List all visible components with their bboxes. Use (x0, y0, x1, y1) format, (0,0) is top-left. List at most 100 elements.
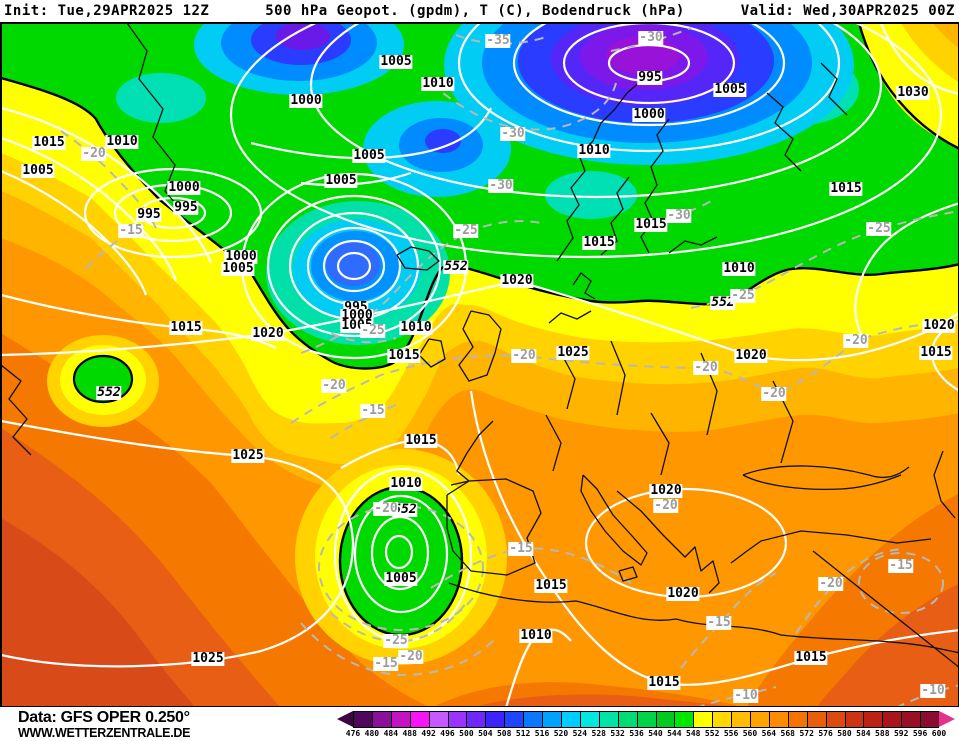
colorbar-tick-labels: 476 480 484 488 492 496 500 504 508 512 516 520 524 5… (337, 729, 955, 739)
temperature-label: -25 (360, 323, 386, 338)
pressure-label: 1015 (534, 578, 568, 593)
colorbar-tick: 492 (421, 729, 436, 738)
colorbar-tick: 596 (912, 729, 928, 738)
pressure-label: 1020 (251, 326, 285, 341)
colorbar-tick: 584 (856, 729, 871, 738)
colorbar-segment (655, 711, 675, 728)
temperature-label: -20 (693, 360, 719, 375)
pressure-label: 1005 (713, 82, 747, 97)
colorbar-tick: 568 (780, 729, 795, 738)
pressure-label: 1010 (577, 143, 611, 158)
pressure-label: 1000 (167, 180, 201, 195)
colorbar-segment (901, 711, 921, 728)
isobar-contours (1, 23, 958, 706)
colorbar-tick: 552 (704, 729, 720, 738)
temperature-label: -15 (888, 558, 914, 573)
colorbar-segment (428, 711, 448, 728)
pressure-label: 1000 (632, 107, 666, 122)
colorbar-segment (882, 711, 902, 728)
pressure-label: 1020 (500, 273, 534, 288)
temperature-label: -15 (373, 656, 399, 671)
pressure-label: 995 (136, 207, 162, 222)
colorbar-segment (674, 711, 694, 728)
colorbar-segment (390, 711, 410, 728)
colorbar-tick: 488 (402, 729, 417, 738)
temperature-label: -10 (733, 688, 759, 703)
pressure-label: 1005 (21, 163, 55, 178)
temperature-label: -20 (398, 649, 424, 664)
colorbar-tick: 580 (837, 729, 852, 738)
pressure-label: 1015 (647, 675, 681, 690)
temperature-label: -15 (508, 541, 534, 556)
website-label: WWW.WETTERZENTRALE.DE (18, 726, 191, 740)
pressure-label: 1010 (519, 628, 553, 643)
colorbar-segments (337, 711, 956, 728)
pressure-label: 995 (173, 200, 199, 215)
colorbar-segment (806, 711, 826, 728)
map-header: Init: Tue,29APR2025 12Z 500 hPa Geopot. … (0, 0, 959, 22)
pressure-label: 1015 (794, 650, 828, 665)
pressure-label: 1000 (289, 93, 323, 108)
pressure-label: 1010 (722, 261, 756, 276)
pressure-label: 1025 (231, 448, 265, 463)
temperature-label: -30 (488, 178, 514, 193)
pressure-label: 1020 (666, 586, 700, 601)
temperature-label: -35 (485, 33, 511, 48)
colorbar-segment (353, 711, 372, 728)
pressure-label: 1015 (919, 345, 953, 360)
pressure-label: 1005 (352, 148, 386, 163)
pressure-label: 1005 (221, 261, 255, 276)
temperature-label: -20 (843, 333, 869, 348)
colorbar-tick: 556 (723, 729, 739, 738)
colorbar-tick: 500 (459, 729, 474, 738)
pressure-label: 1025 (191, 651, 225, 666)
colorbar-tick: 592 (893, 729, 909, 738)
colorbar-tick: 508 (496, 729, 512, 738)
pressure-label: 1010 (389, 476, 423, 491)
pressure-label: 1010 (105, 134, 139, 149)
pressure-label: 1030 (896, 85, 930, 100)
colorbar-tick: 496 (440, 729, 455, 738)
colorbar-segment (863, 711, 883, 728)
temperature-label: -20 (373, 501, 399, 516)
colorbar-tick: 572 (799, 729, 814, 738)
temperature-label: -25 (383, 633, 409, 648)
pressure-label: 1015 (169, 320, 203, 335)
temperature-label: -20 (511, 348, 537, 363)
colorbar-segment (844, 711, 864, 728)
colorbar-tick: 532 (610, 729, 625, 738)
temperature-label: -30 (666, 208, 692, 223)
pressure-label: 1010 (399, 320, 433, 335)
pressure-label: 995 (637, 70, 663, 85)
colorbar-segment (825, 711, 845, 728)
colorbar-segment (712, 711, 732, 728)
init-time-label: Init: Tue,29APR2025 12Z (4, 3, 210, 19)
colorbar-segment (598, 711, 618, 728)
temperature-label: -20 (81, 146, 107, 161)
colorbar-tick: 520 (553, 729, 569, 738)
data-source-label: Data: GFS OPER 0.250° (18, 709, 190, 726)
pressure-label: 1020 (649, 483, 683, 498)
colorbar-tick: 476 (345, 729, 361, 738)
colorbar-tick: 528 (591, 729, 606, 738)
pressure-label: 1005 (379, 54, 413, 69)
colorbar-segment (750, 711, 769, 728)
colorbar-tick: 524 (572, 729, 588, 738)
temperature-label: -20 (321, 378, 347, 393)
colorbar-tick: 564 (761, 729, 777, 738)
temperature-label: -20 (653, 498, 679, 513)
map-footer: Data: GFS OPER 0.250° WWW.WETTERZENTRALE… (0, 707, 959, 741)
height-label: 552 (443, 259, 469, 274)
pressure-label: 1015 (387, 348, 421, 363)
pressure-label: 1015 (404, 433, 438, 448)
temperature-label: -25 (453, 223, 479, 238)
colorbar-segment (787, 711, 807, 728)
colorbar-tick: 600 (931, 729, 947, 738)
temperature-label: -30 (500, 126, 526, 141)
colorbar-tick: 540 (648, 729, 663, 738)
colorbar-tick: 544 (667, 729, 682, 738)
colorbar-segment (504, 711, 524, 728)
temperature-label: -20 (818, 576, 844, 591)
pressure-label: 1010 (421, 76, 455, 91)
